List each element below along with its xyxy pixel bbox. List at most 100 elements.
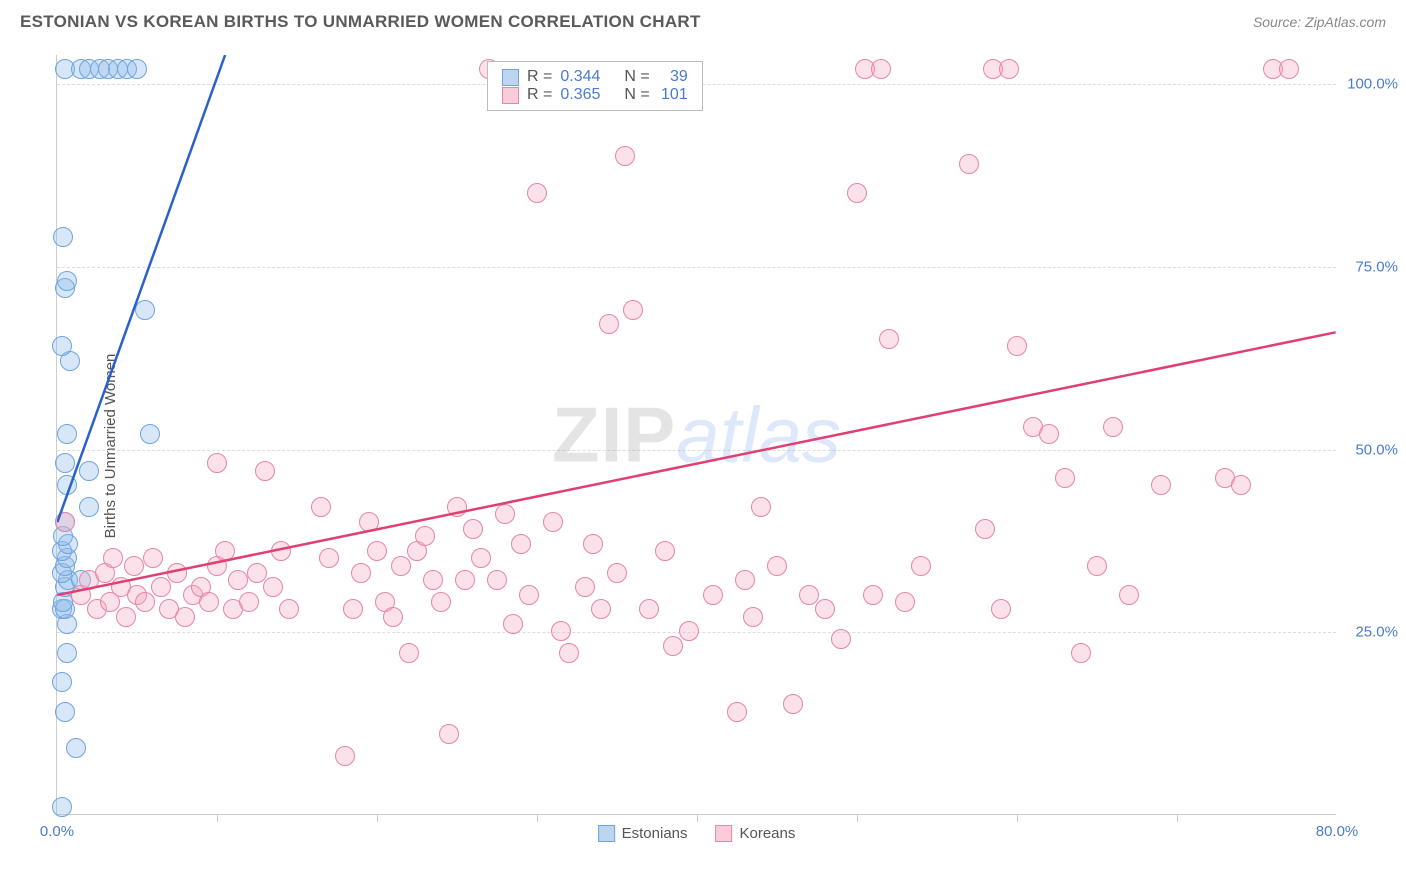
scatter-point — [383, 607, 403, 627]
scatter-point — [391, 556, 411, 576]
scatter-point — [1103, 417, 1123, 437]
scatter-point — [359, 512, 379, 532]
scatter-point — [727, 702, 747, 722]
scatter-point — [351, 563, 371, 583]
scatter-point — [228, 570, 248, 590]
stat-r-value: 0.344 — [560, 68, 600, 86]
grid-line — [57, 267, 1336, 268]
scatter-point — [623, 300, 643, 320]
scatter-point — [703, 585, 723, 605]
stat-n-label: N = — [624, 86, 649, 104]
scatter-point — [415, 526, 435, 546]
scatter-point — [455, 570, 475, 590]
scatter-point — [1055, 468, 1075, 488]
legend-series: EstoniansKoreans — [598, 825, 796, 842]
x-tick — [1017, 814, 1018, 822]
scatter-point — [1119, 585, 1139, 605]
x-tick — [857, 814, 858, 822]
scatter-point — [135, 300, 155, 320]
scatter-point — [55, 702, 75, 722]
scatter-point — [103, 548, 123, 568]
scatter-point — [959, 154, 979, 174]
scatter-point — [263, 577, 283, 597]
stat-n-value: 39 — [658, 68, 688, 86]
scatter-point — [57, 424, 77, 444]
scatter-point — [511, 534, 531, 554]
x-tick — [217, 814, 218, 822]
scatter-point — [879, 329, 899, 349]
scatter-point — [975, 519, 995, 539]
scatter-point — [116, 607, 136, 627]
y-tick-label: 25.0% — [1355, 624, 1398, 641]
scatter-point — [583, 534, 603, 554]
scatter-point — [207, 453, 227, 473]
watermark-zip: ZIP — [552, 390, 676, 478]
scatter-point — [143, 548, 163, 568]
scatter-point — [335, 746, 355, 766]
y-tick-label: 50.0% — [1355, 441, 1398, 458]
x-tick — [697, 814, 698, 822]
scatter-point — [519, 585, 539, 605]
scatter-point — [343, 599, 363, 619]
x-tick-label: 0.0% — [40, 823, 74, 840]
scatter-point — [551, 621, 571, 641]
scatter-point — [79, 461, 99, 481]
scatter-point — [52, 336, 72, 356]
scatter-point — [615, 146, 635, 166]
scatter-point — [1231, 475, 1251, 495]
scatter-point — [57, 475, 77, 495]
scatter-point — [1087, 556, 1107, 576]
scatter-point — [55, 453, 75, 473]
legend-swatch — [716, 825, 733, 842]
scatter-point — [1007, 336, 1027, 356]
scatter-point — [399, 643, 419, 663]
scatter-point — [543, 512, 563, 532]
x-tick — [377, 814, 378, 822]
scatter-point — [167, 563, 187, 583]
scatter-point — [215, 541, 235, 561]
scatter-point — [57, 271, 77, 291]
scatter-point — [503, 614, 523, 634]
scatter-point — [607, 563, 627, 583]
scatter-point — [991, 599, 1011, 619]
stat-r-label: R = — [527, 86, 552, 104]
y-tick-label: 100.0% — [1347, 76, 1398, 93]
scatter-point — [575, 577, 595, 597]
scatter-point — [239, 592, 259, 612]
scatter-point — [79, 497, 99, 517]
scatter-point — [247, 563, 267, 583]
source-label: Source: ZipAtlas.com — [1253, 14, 1386, 30]
scatter-point — [911, 556, 931, 576]
scatter-point — [559, 643, 579, 663]
scatter-point — [815, 599, 835, 619]
chart-header: ESTONIAN VS KOREAN BIRTHS TO UNMARRIED W… — [0, 0, 1406, 40]
scatter-point — [53, 227, 73, 247]
scatter-point — [735, 570, 755, 590]
scatter-point — [57, 643, 77, 663]
stat-n-value: 101 — [658, 86, 688, 104]
legend-stat-row: R = 0.365 N = 101 — [502, 86, 688, 104]
scatter-point — [471, 548, 491, 568]
scatter-point — [463, 519, 483, 539]
scatter-point — [55, 512, 75, 532]
legend-label: Koreans — [740, 825, 796, 842]
scatter-point — [140, 424, 160, 444]
scatter-point — [447, 497, 467, 517]
stat-n-label: N = — [624, 68, 649, 86]
scatter-point — [1151, 475, 1171, 495]
scatter-point — [175, 607, 195, 627]
scatter-point — [679, 621, 699, 641]
scatter-point — [783, 694, 803, 714]
scatter-point — [255, 461, 275, 481]
scatter-point — [319, 548, 339, 568]
scatter-point — [423, 570, 443, 590]
scatter-point — [831, 629, 851, 649]
watermark: ZIPatlas — [552, 389, 841, 480]
scatter-point — [599, 314, 619, 334]
watermark-atlas: atlas — [676, 390, 841, 478]
scatter-point — [655, 541, 675, 561]
trend-lines — [57, 55, 1336, 814]
scatter-point — [847, 183, 867, 203]
legend-swatch — [598, 825, 615, 842]
stat-r-value: 0.365 — [560, 86, 600, 104]
